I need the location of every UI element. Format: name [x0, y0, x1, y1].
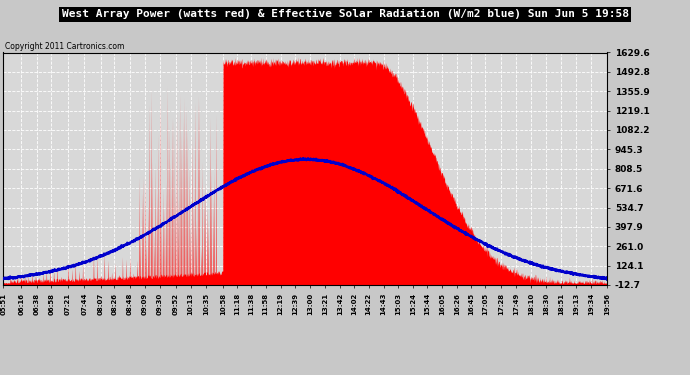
Text: Copyright 2011 Cartronics.com: Copyright 2011 Cartronics.com: [5, 42, 124, 51]
Text: West Array Power (watts red) & Effective Solar Radiation (W/m2 blue) Sun Jun 5 1: West Array Power (watts red) & Effective…: [61, 9, 629, 20]
